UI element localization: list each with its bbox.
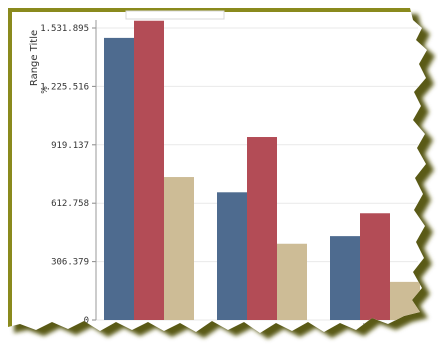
y-tick-label: 1.225.516 xyxy=(40,82,89,92)
y-axis-title: Range Title xyxy=(29,30,40,86)
bar xyxy=(277,243,307,320)
bar xyxy=(134,20,164,321)
bar xyxy=(217,192,247,320)
y-tick-label: 919.137 xyxy=(51,141,89,151)
y-tick-label: 0 xyxy=(84,316,89,326)
legend-box xyxy=(125,10,225,20)
bar xyxy=(330,236,360,320)
y-axis-suffix: % xyxy=(40,86,49,94)
bar xyxy=(247,137,277,320)
bar xyxy=(104,37,134,320)
y-tick-label: 612.758 xyxy=(51,199,89,209)
y-tick-label: 1.531.895 xyxy=(40,24,89,34)
bar xyxy=(164,177,194,320)
bar xyxy=(360,213,390,320)
paper-left-edge xyxy=(8,8,12,333)
paper-top-edge xyxy=(8,8,418,12)
y-tick-label: 306.379 xyxy=(51,258,89,268)
